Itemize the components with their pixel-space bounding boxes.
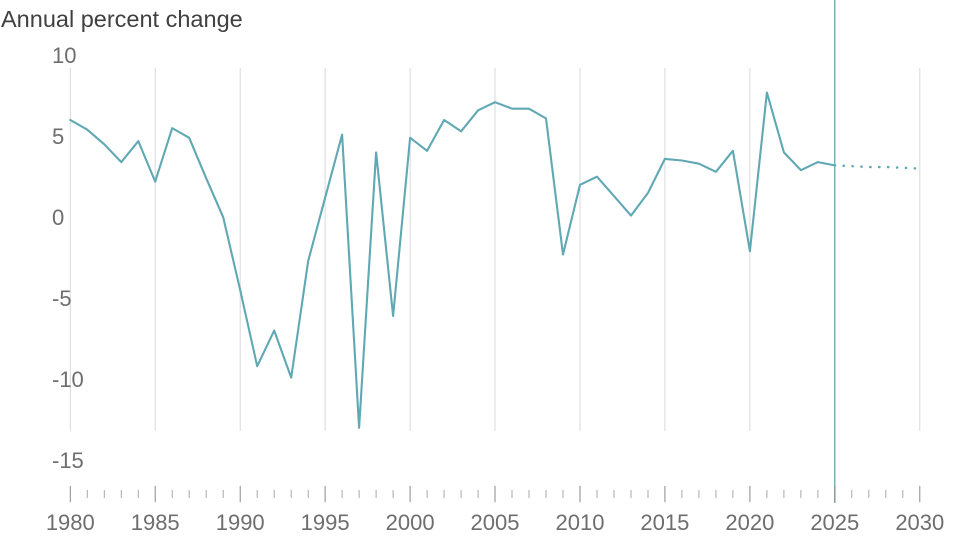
svg-text:2015: 2015 <box>640 510 689 535</box>
svg-text:2010: 2010 <box>556 510 605 535</box>
svg-text:5: 5 <box>52 124 64 149</box>
svg-text:1985: 1985 <box>131 510 180 535</box>
svg-text:2000: 2000 <box>386 510 435 535</box>
svg-text:2020: 2020 <box>725 510 774 535</box>
svg-text:2005: 2005 <box>471 510 520 535</box>
svg-text:1995: 1995 <box>301 510 350 535</box>
svg-text:-10: -10 <box>52 367 84 392</box>
svg-text:-15: -15 <box>52 448 84 473</box>
svg-text:0: 0 <box>52 205 64 230</box>
svg-text:2025: 2025 <box>810 510 859 535</box>
svg-text:1980: 1980 <box>46 510 95 535</box>
svg-text:10: 10 <box>52 43 76 68</box>
svg-text:1990: 1990 <box>216 510 265 535</box>
svg-text:2030: 2030 <box>895 510 944 535</box>
svg-text:-5: -5 <box>52 286 72 311</box>
